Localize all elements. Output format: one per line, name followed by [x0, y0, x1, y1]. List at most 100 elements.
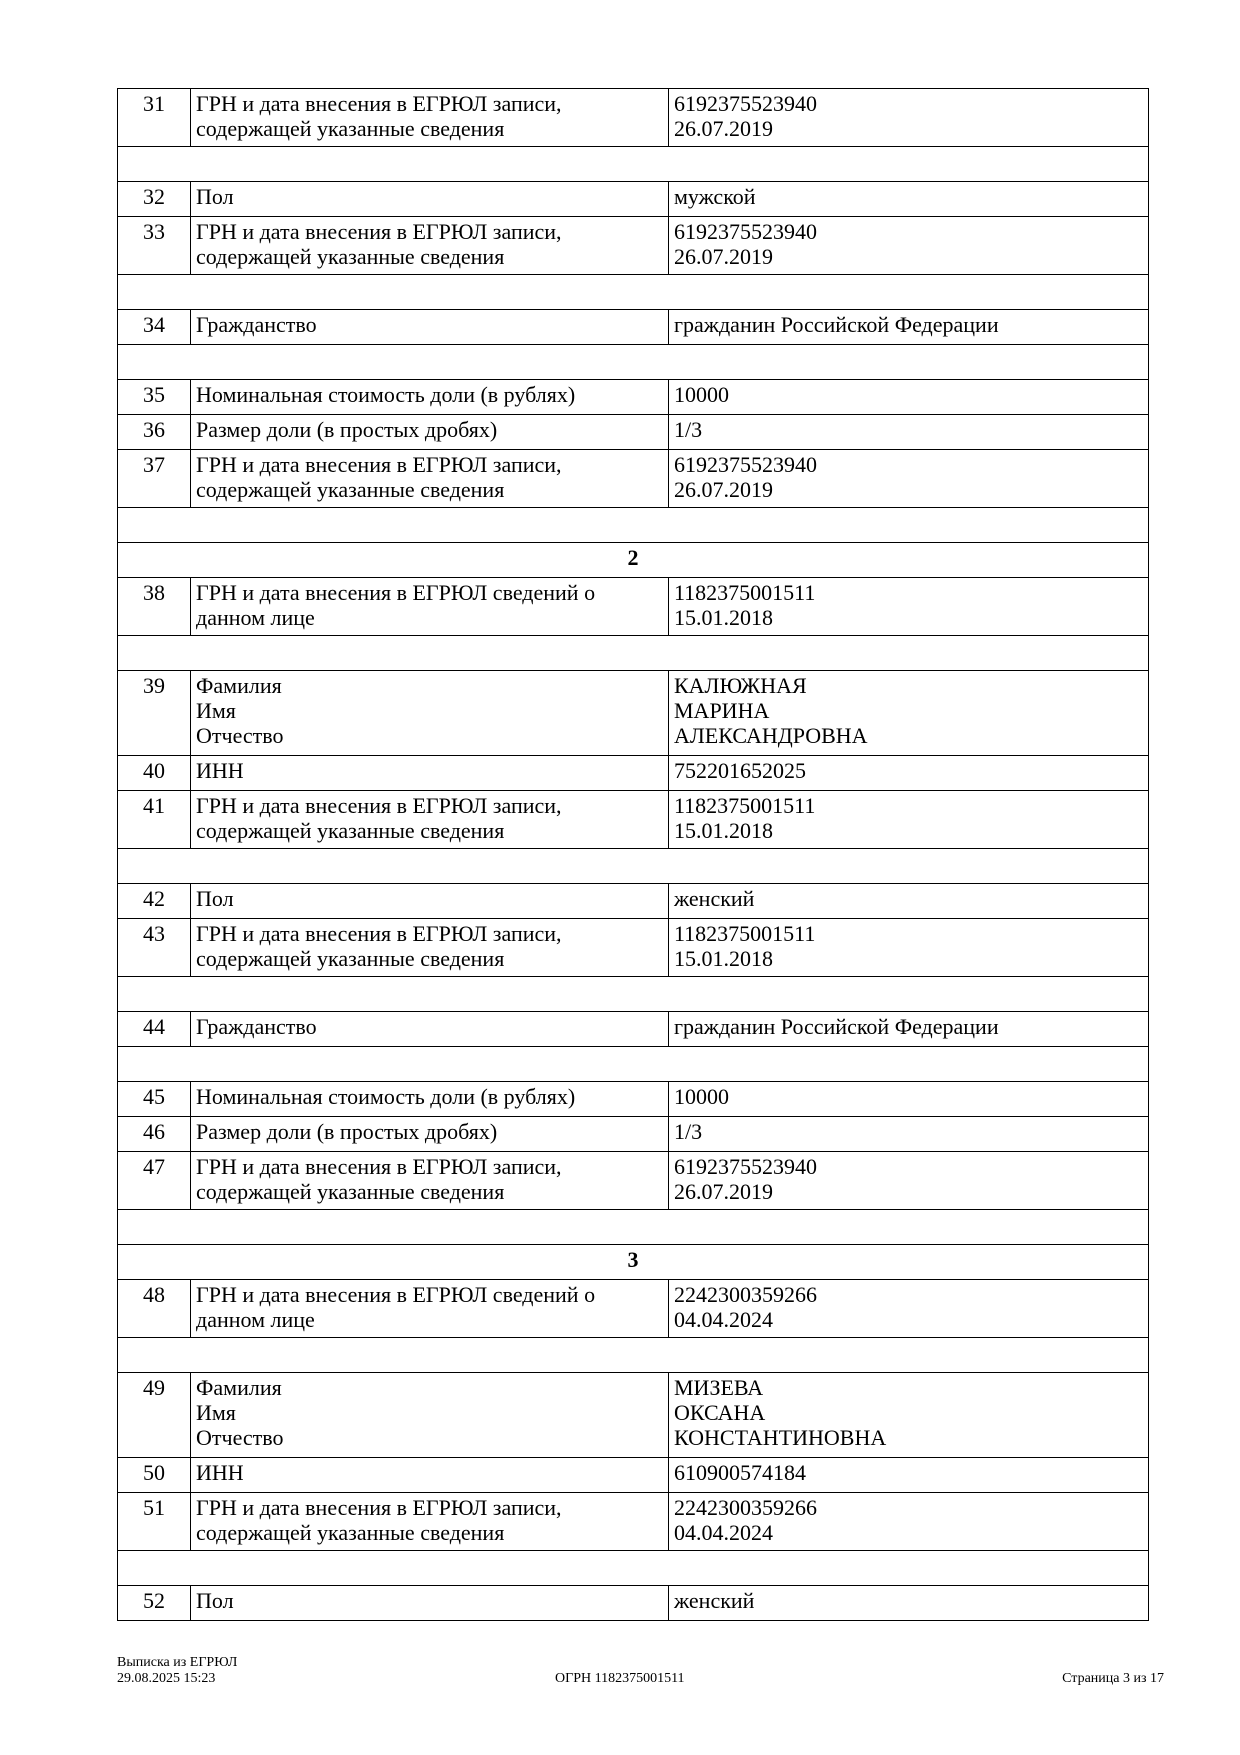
field-label-line: Пол	[196, 1588, 234, 1613]
field-label: ГРН и дата внесения в ЕГРЮЛ записи, содер…	[190, 918, 669, 977]
field-value: женский	[668, 1585, 1149, 1621]
spacer-row	[117, 1337, 1149, 1373]
field-label-line: данном лице	[196, 1307, 315, 1332]
field-value-line: 752201652025	[674, 758, 806, 783]
row-number: 52	[117, 1585, 191, 1621]
field-label-line: содержащей указанные сведения	[196, 116, 505, 141]
table-row: 51 ГРН и дата внесения в ЕГРЮЛ записи, сод…	[117, 1492, 1149, 1551]
field-value-line: 6192375523940	[674, 219, 817, 244]
spacer-cell	[117, 1046, 1149, 1082]
field-label: Размер доли (в простых дробях)	[190, 1116, 669, 1152]
field-label-line: данном лице	[196, 605, 315, 630]
field-label-line: Номинальная стоимость доли (в рублях)	[196, 1084, 576, 1109]
section-header-row: 2	[117, 542, 1149, 578]
spacer-cell	[117, 1337, 1149, 1373]
field-label: Гражданство	[190, 309, 669, 345]
field-value-line: 26.07.2019	[674, 244, 773, 269]
field-value: мужской	[668, 181, 1149, 217]
field-label-line: ИНН	[196, 1460, 244, 1485]
row-number: 51	[117, 1492, 191, 1551]
field-value-line: 26.07.2019	[674, 477, 773, 502]
table-row: 38 ГРН и дата внесения в ЕГРЮЛ сведений о…	[117, 577, 1149, 636]
table-row: 50 ИНН 610900574184	[117, 1457, 1149, 1493]
spacer-cell	[117, 848, 1149, 884]
field-label: ИНН	[190, 755, 669, 791]
table-row: 49 Фамилия Имя Отчество МИЗЕВА ОКСАНА КОНСТАНТ…	[117, 1372, 1149, 1458]
field-value-line: 26.07.2019	[674, 1179, 773, 1204]
field-label-line: Гражданство	[196, 1014, 317, 1039]
table-row: 35 Номинальная стоимость доли (в рублях) 1…	[117, 379, 1149, 415]
field-label-line: содержащей указанные сведения	[196, 477, 505, 502]
table-row: 34 Гражданство гражданин Российской Федера…	[117, 309, 1149, 345]
field-value-line: 04.04.2024	[674, 1307, 773, 1332]
field-value: КАЛЮЖНАЯ МАРИНА АЛЕКСАНДРОВНА	[668, 670, 1149, 756]
field-label-line: Размер доли (в простых дробях)	[196, 417, 498, 442]
field-value-line: КАЛЮЖНАЯ	[674, 673, 807, 698]
field-value: 6192375523940 26.07.2019	[668, 88, 1149, 147]
field-value: 6192375523940 26.07.2019	[668, 216, 1149, 275]
field-label: Пол	[190, 181, 669, 217]
field-value-line: 610900574184	[674, 1460, 806, 1485]
field-value-line: женский	[674, 886, 755, 911]
field-value-line: 10000	[674, 1084, 729, 1109]
footer-left: Выписка из ЕГРЮЛ 29.08.2025 15:23	[117, 1655, 237, 1687]
spacer-cell	[117, 344, 1149, 380]
row-number: 48	[117, 1279, 191, 1338]
field-value: 1182375001511 15.01.2018	[668, 577, 1149, 636]
section-number: 3	[117, 1244, 1149, 1280]
field-label: ГРН и дата внесения в ЕГРЮЛ записи, содер…	[190, 449, 669, 508]
field-value-line: 26.07.2019	[674, 116, 773, 141]
field-value: 10000	[668, 379, 1149, 415]
field-label: ГРН и дата внесения в ЕГРЮЛ записи, содер…	[190, 1492, 669, 1551]
footer-doc-title: Выписка из ЕГРЮЛ	[117, 1655, 238, 1670]
field-value-line: 15.01.2018	[674, 605, 773, 630]
table-row: 36 Размер доли (в простых дробях) 1/3	[117, 414, 1149, 450]
field-value-line: 10000	[674, 382, 729, 407]
table-row: 43 ГРН и дата внесения в ЕГРЮЛ записи, сод…	[117, 918, 1149, 977]
field-label-line: Отчество	[196, 1425, 284, 1450]
table-row: 44 Гражданство гражданин Российской Федера…	[117, 1011, 1149, 1047]
table-row: 42 Пол женский	[117, 883, 1149, 919]
spacer-row	[117, 1209, 1149, 1245]
field-label-line: Имя	[196, 1400, 236, 1425]
field-value-line: 6192375523940	[674, 91, 817, 116]
footer-ogrn: ОГРН 1182375001511	[555, 1671, 685, 1686]
spacer-row	[117, 146, 1149, 182]
field-value: 1182375001511 15.01.2018	[668, 790, 1149, 849]
field-label-line: Пол	[196, 886, 234, 911]
row-number: 33	[117, 216, 191, 275]
field-value-line: 15.01.2018	[674, 818, 773, 843]
field-label-line: Пол	[196, 184, 234, 209]
field-label: Номинальная стоимость доли (в рублях)	[190, 1081, 669, 1117]
table-row: 33 ГРН и дата внесения в ЕГРЮЛ записи, сод…	[117, 216, 1149, 275]
field-label: Гражданство	[190, 1011, 669, 1047]
field-value-line: 2242300359266	[674, 1282, 817, 1307]
field-value-line: МАРИНА	[674, 698, 770, 723]
row-number: 39	[117, 670, 191, 756]
field-label: ГРН и дата внесения в ЕГРЮЛ сведений о да…	[190, 1279, 669, 1338]
field-label-line: ГРН и дата внесения в ЕГРЮЛ записи,	[196, 921, 562, 946]
row-number: 38	[117, 577, 191, 636]
field-label-line: ИНН	[196, 758, 244, 783]
field-label-line: Фамилия	[196, 673, 282, 698]
field-value: 1/3	[668, 414, 1149, 450]
spacer-row	[117, 848, 1149, 884]
field-value-line: 04.04.2024	[674, 1520, 773, 1545]
field-value: 2242300359266 04.04.2024	[668, 1279, 1149, 1338]
field-value: 2242300359266 04.04.2024	[668, 1492, 1149, 1551]
spacer-row	[117, 344, 1149, 380]
field-value: 10000	[668, 1081, 1149, 1117]
field-label: Фамилия Имя Отчество	[190, 670, 669, 756]
field-value-line: мужской	[674, 184, 756, 209]
section-number: 2	[117, 542, 1149, 578]
row-number: 32	[117, 181, 191, 217]
field-value-line: гражданин Российской Федерации	[674, 1014, 999, 1039]
field-label: Фамилия Имя Отчество	[190, 1372, 669, 1458]
spacer-row	[117, 1046, 1149, 1082]
field-label-line: ГРН и дата внесения в ЕГРЮЛ сведений о	[196, 580, 596, 605]
field-value: 6192375523940 26.07.2019	[668, 449, 1149, 508]
spacer-cell	[117, 976, 1149, 1012]
field-label-line: ГРН и дата внесения в ЕГРЮЛ записи,	[196, 452, 562, 477]
field-label-line: содержащей указанные сведения	[196, 244, 505, 269]
field-label-line: Отчество	[196, 723, 284, 748]
